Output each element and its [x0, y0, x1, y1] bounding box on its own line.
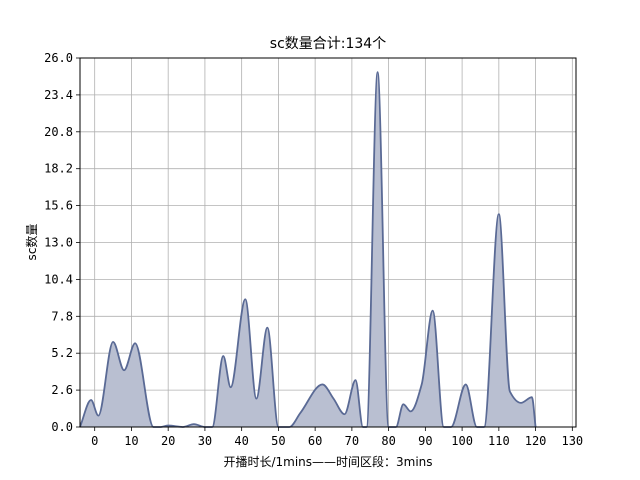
y-tick-label: 0.0 [51, 420, 73, 434]
y-axis-label: sc数量 [24, 224, 39, 261]
x-tick-label: 30 [198, 434, 212, 448]
y-tick-label: 7.8 [51, 309, 73, 323]
y-tick-label: 5.2 [51, 346, 73, 360]
chart-title: sc数量合计:134个 [270, 36, 386, 52]
y-tick-label: 20.8 [44, 125, 73, 139]
x-tick-label: 0 [91, 434, 98, 448]
y-tick-label: 13.0 [44, 236, 73, 250]
x-tick-label: 50 [271, 434, 285, 448]
y-tick-label: 10.4 [44, 272, 73, 286]
x-tick-label: 120 [525, 434, 547, 448]
x-tick-label: 130 [561, 434, 583, 448]
series-line [79, 71, 537, 428]
x-tick-label: 100 [451, 434, 473, 448]
axis-ticks: 0 10 20 30 40 50 60 70 80 90 100 110 120 130 0.0 2.6 5.2… [44, 51, 583, 448]
x-tick-label: 80 [381, 434, 395, 448]
y-tick-label: 26.0 [44, 51, 73, 65]
x-tick-label: 70 [345, 434, 359, 448]
x-tick-label: 90 [418, 434, 432, 448]
y-tick-label: 15.6 [44, 199, 73, 213]
y-tick-label: 23.4 [44, 88, 73, 102]
x-tick-label: 110 [488, 434, 510, 448]
series-layer [79, 71, 537, 428]
series-area [80, 72, 536, 427]
y-tick-label: 2.6 [51, 383, 73, 397]
x-tick-label: 20 [161, 434, 175, 448]
y-tick-label: 18.2 [44, 162, 73, 176]
x-tick-label: 10 [124, 434, 138, 448]
x-tick-label: 60 [308, 434, 322, 448]
x-axis-label: 开播时长/1mins——时间区段：3mins [223, 454, 432, 469]
x-tick-label: 40 [234, 434, 248, 448]
